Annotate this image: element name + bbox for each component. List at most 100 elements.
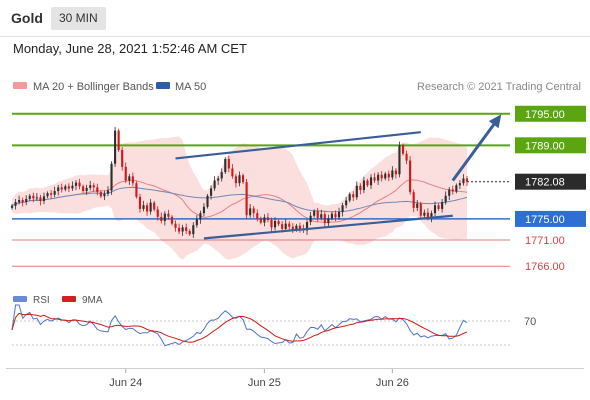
candle-body bbox=[448, 189, 451, 196]
candle-body bbox=[60, 187, 63, 190]
candle-body bbox=[249, 208, 252, 216]
candle-body bbox=[174, 223, 177, 228]
candle-body bbox=[281, 224, 284, 229]
candle-body bbox=[316, 211, 319, 218]
candle-body bbox=[426, 212, 429, 218]
candle-body bbox=[231, 168, 234, 177]
candle-body bbox=[67, 186, 70, 189]
channel-lower-line bbox=[203, 214, 453, 240]
timeframe-button[interactable]: 30 MIN bbox=[51, 7, 106, 30]
candle-body bbox=[366, 180, 369, 186]
candle-body bbox=[195, 219, 198, 226]
candle-body bbox=[241, 175, 245, 183]
candle-body bbox=[377, 174, 380, 181]
candle-body bbox=[369, 177, 373, 186]
candle-body bbox=[330, 213, 333, 219]
current-price-label: 1782.08 bbox=[525, 177, 565, 189]
ma50-line bbox=[11, 186, 468, 213]
candle-body bbox=[28, 195, 31, 199]
candle-body bbox=[74, 182, 78, 186]
candle-body bbox=[305, 222, 309, 231]
candle-body bbox=[149, 202, 152, 212]
rsi-line bbox=[11, 304, 468, 347]
candle-body bbox=[362, 180, 365, 190]
candle-body bbox=[288, 223, 291, 227]
candle-body bbox=[96, 187, 99, 193]
candle-body bbox=[227, 158, 230, 169]
candle-body bbox=[209, 188, 213, 196]
candle-body bbox=[277, 221, 280, 225]
candle-body bbox=[32, 195, 35, 199]
candle-body bbox=[160, 216, 163, 222]
candle-body bbox=[217, 178, 220, 181]
panel-baseline bbox=[6, 368, 584, 369]
candle-body bbox=[252, 208, 255, 214]
candle-body bbox=[373, 177, 376, 181]
candle-body bbox=[131, 176, 134, 184]
candle-body bbox=[259, 218, 262, 223]
candle-body bbox=[42, 196, 46, 202]
candle-body bbox=[423, 212, 426, 216]
candle-body bbox=[64, 186, 67, 190]
candle-body bbox=[53, 191, 56, 195]
candle-body bbox=[92, 185, 95, 188]
candle-body bbox=[146, 205, 149, 212]
candle-body bbox=[170, 216, 174, 224]
candle-body bbox=[156, 209, 159, 217]
candle-body bbox=[25, 198, 28, 203]
candle-body bbox=[39, 197, 42, 202]
candle-body bbox=[206, 195, 209, 207]
candle-body bbox=[46, 193, 49, 197]
candle-body bbox=[380, 174, 383, 179]
current-price-label-bg bbox=[515, 173, 586, 190]
candle-body bbox=[337, 212, 341, 218]
candle-body bbox=[110, 163, 113, 191]
candle-body bbox=[359, 185, 362, 190]
support-label: 1775.00 bbox=[525, 214, 565, 226]
candle-body bbox=[266, 217, 270, 220]
candle-body bbox=[458, 183, 461, 186]
candle-body bbox=[341, 205, 344, 213]
candle-body bbox=[355, 185, 358, 198]
support-label-bg bbox=[515, 210, 586, 227]
candle-body bbox=[256, 213, 259, 219]
candle-body bbox=[334, 213, 337, 218]
trend-annotations bbox=[175, 114, 502, 240]
candle-body bbox=[401, 145, 405, 154]
candle-body bbox=[142, 205, 145, 209]
candlesticks bbox=[10, 126, 469, 238]
resistance-label: 1795.00 bbox=[525, 109, 565, 121]
candle-body bbox=[352, 194, 355, 198]
candle-body bbox=[284, 223, 287, 229]
candle-body bbox=[273, 221, 277, 228]
candle-body bbox=[323, 214, 326, 224]
candle-body bbox=[270, 219, 273, 228]
candle-body bbox=[412, 192, 415, 208]
candle-body bbox=[234, 176, 238, 184]
candle-body bbox=[263, 217, 266, 223]
candle-body bbox=[99, 192, 102, 197]
candle-body bbox=[21, 199, 24, 203]
candle-body bbox=[391, 170, 394, 178]
candle-body bbox=[348, 194, 351, 201]
chart-datetime: Monday, June 28, 2021 1:52:46 AM CET bbox=[13, 41, 247, 56]
candle-body bbox=[224, 158, 227, 173]
candle-body bbox=[181, 227, 184, 232]
candle-body bbox=[82, 186, 85, 192]
resistance-label-bg bbox=[515, 105, 586, 122]
candle-body bbox=[387, 173, 390, 178]
candle-body bbox=[121, 150, 124, 167]
candle-body bbox=[437, 205, 440, 209]
candle-body bbox=[309, 215, 312, 223]
candle-body bbox=[298, 225, 301, 229]
candle-body bbox=[57, 187, 60, 192]
candle-body bbox=[199, 213, 202, 220]
target-label: 1766.00 bbox=[525, 261, 565, 273]
candle-body bbox=[14, 202, 17, 206]
research-credit: Research © 2021 Trading Central bbox=[417, 81, 581, 93]
candle-body bbox=[192, 225, 195, 235]
candle-body bbox=[202, 206, 206, 214]
rsi-9ma-line bbox=[11, 312, 468, 343]
candle-body bbox=[71, 185, 74, 189]
